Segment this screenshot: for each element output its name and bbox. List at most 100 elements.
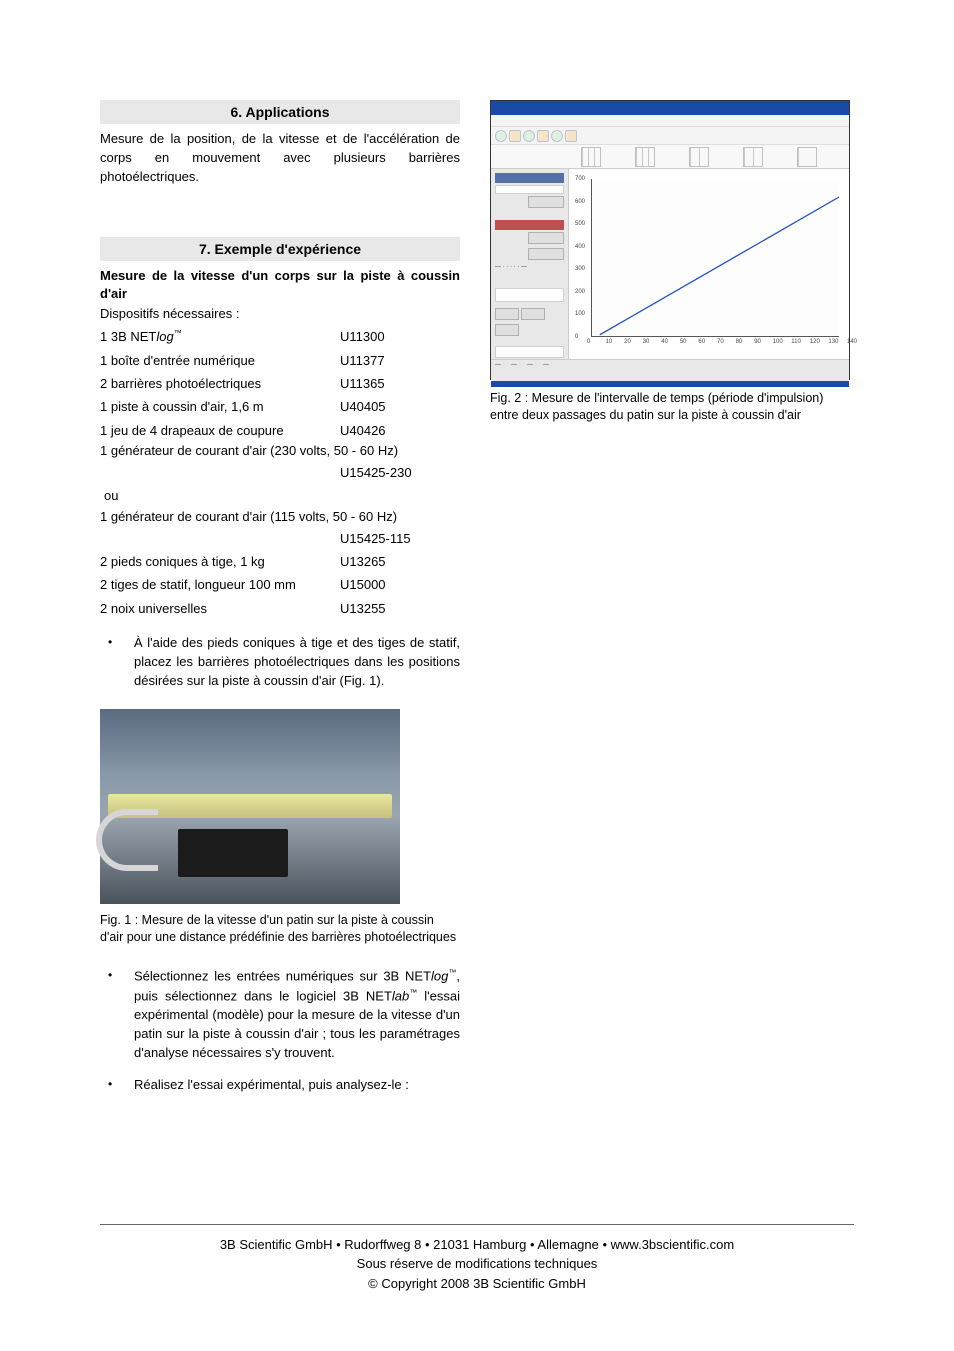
figure-1-photo (100, 709, 400, 904)
x-tick-label: 20 (624, 339, 631, 345)
equipment-gen115: 1 générateur de courant d'air (115 volts… (100, 508, 460, 527)
toolbar-icon (509, 130, 521, 142)
right-column: — · · · · · — (490, 100, 850, 1095)
bullet-1: • À l'aide des pieds coniques à tige et … (100, 634, 460, 691)
footer-line3: © Copyright 2008 3B Scientific GmbH (100, 1274, 854, 1294)
equipment-gen230: 1 générateur de courant d'air (230 volts… (100, 442, 460, 461)
footer-line2: Sous réserve de modifications techniques (100, 1254, 854, 1274)
two-column-layout: 6. Applications Mesure de la position, d… (100, 100, 854, 1095)
equipment-name: 1 jeu de 4 drapeaux de coupure (100, 419, 340, 442)
scr-titlebar (491, 101, 849, 115)
y-tick-label: 300 (575, 266, 585, 272)
equipment-name: 1 boîte d'entrée numérique (100, 349, 340, 372)
ou-label: ou (104, 484, 460, 507)
equipment-row: 1 3B NETlog™ U11300 (100, 325, 460, 348)
x-tick-label: 10 (606, 339, 613, 345)
chart-line-svg (591, 179, 839, 337)
bottom-bar (491, 381, 849, 387)
bullet-dot-icon: • (100, 634, 134, 691)
bullet-3: • Réalisez l'essai expérimental, puis an… (100, 1076, 460, 1095)
chart-plot-area (591, 179, 839, 337)
equipment-row: 2 tiges de statif, longueur 100 mm U1500… (100, 573, 460, 596)
x-tick-label: 30 (643, 339, 650, 345)
y-tick-label: 400 (575, 244, 585, 250)
section6-heading: 6. Applications (100, 100, 460, 124)
x-tick-label: 50 (680, 339, 687, 345)
x-tick-label: 40 (661, 339, 668, 345)
section7-heading: 7. Exemple d'expérience (100, 237, 460, 261)
y-tick-label: 0 (575, 334, 578, 340)
page-footer: 3B Scientific GmbH • Rudorffweg 8 • 2103… (100, 1224, 854, 1294)
x-tick-label: 0 (587, 339, 590, 345)
figure-2-caption: Fig. 2 : Mesure de l'intervalle de temps… (490, 390, 850, 424)
equipment-name: 2 pieds coniques à tige, 1 kg (100, 550, 340, 573)
x-tick-label: 100 (773, 339, 783, 345)
y-tick-label: 500 (575, 221, 585, 227)
scr-body: — · · · · · — (491, 169, 849, 359)
equipment-row: 2 barrières photoélectriques U11365 (100, 372, 460, 395)
bullet-text: Sélectionnez les entrées numériques sur … (134, 967, 460, 1062)
equipment-code: U13255 (340, 597, 440, 620)
x-tick-label: 60 (698, 339, 705, 345)
dispositifs-label: Dispositifs nécessaires : (100, 306, 460, 321)
y-tick-label: 600 (575, 199, 585, 205)
scr-toolbar (491, 127, 849, 145)
x-tick-label: 70 (717, 339, 724, 345)
bullet-dot-icon: • (100, 967, 134, 1062)
equipment-code: U15000 (340, 573, 440, 596)
section6-text: Mesure de la position, de la vitesse et … (100, 130, 460, 187)
bullet-text: Réalisez l'essai expérimental, puis anal… (134, 1076, 460, 1095)
equipment-row: 2 pieds coniques à tige, 1 kg U13265 (100, 550, 460, 573)
x-tick-label: 110 (791, 339, 801, 345)
scr-chart: 0100200300400500600700010203040506070809… (569, 169, 849, 359)
toolbar-icon (565, 130, 577, 142)
toolbar-icon (523, 130, 535, 142)
footer-cell: — (543, 362, 549, 379)
scr-sidebar: — · · · · · — (491, 169, 569, 359)
toolbar-icon (537, 130, 549, 142)
equipment-code: U13265 (340, 550, 440, 573)
equipment-name: 1 piste à coussin d'air, 1,6 m (100, 395, 340, 418)
bullet-text: À l'aide des pieds coniques à tige et de… (134, 634, 460, 691)
scr-footer: — — — — (491, 359, 849, 381)
equipment-code: U11300 (340, 325, 440, 348)
figure-2-screenshot: — · · · · · — (490, 100, 850, 380)
toolbar2-icon (581, 147, 601, 167)
equipment-gen230-code: U15425-230 (340, 461, 460, 484)
scr-menubar (491, 115, 849, 127)
equipment-name: 2 tiges de statif, longueur 100 mm (100, 573, 340, 596)
bullet-2: • Sélectionnez les entrées numériques su… (100, 967, 460, 1062)
footer-cell: — (527, 362, 533, 379)
bullet-dot-icon: • (100, 1076, 134, 1095)
toolbar-icon (551, 130, 563, 142)
equipment-code: U40426 (340, 419, 440, 442)
toolbar2-icon (635, 147, 655, 167)
toolbar2-icon (797, 147, 817, 167)
footer-line1: 3B Scientific GmbH • Rudorffweg 8 • 2103… (100, 1235, 854, 1255)
x-tick-label: 120 (810, 339, 820, 345)
y-tick-label: 700 (575, 176, 585, 182)
equipment-row: 2 noix universelles U13255 (100, 597, 460, 620)
equipment-row: 1 boîte d'entrée numérique U11377 (100, 349, 460, 372)
experiment-title: Mesure de la vitesse d'un corps sur la p… (100, 267, 460, 305)
equipment-code: U11365 (340, 372, 440, 395)
x-tick-label: 80 (736, 339, 743, 345)
figure-1-caption: Fig. 1 : Mesure de la vitesse d'un patin… (100, 912, 460, 946)
x-tick-label: 90 (754, 339, 761, 345)
toolbar2-icon (743, 147, 763, 167)
equipment-name: 2 noix universelles (100, 597, 340, 620)
equipment-name: 2 barrières photoélectriques (100, 372, 340, 395)
equipment-code: U11377 (340, 349, 440, 372)
footer-cell: — (511, 362, 517, 379)
y-tick-label: 100 (575, 311, 585, 317)
toolbar2-icon (689, 147, 709, 167)
x-tick-label: 140 (847, 339, 857, 345)
equipment-gen115-code: U15425-115 (340, 527, 460, 550)
equipment-name: 1 3B NETlog™ (100, 325, 340, 348)
toolbar-icon (495, 130, 507, 142)
equipment-row: 1 piste à coussin d'air, 1,6 m U40405 (100, 395, 460, 418)
equipment-code: U40405 (340, 395, 440, 418)
left-column: 6. Applications Mesure de la position, d… (100, 100, 460, 1095)
equipment-row: 1 jeu de 4 drapeaux de coupure U40426 (100, 419, 460, 442)
footer-cell: — (495, 362, 501, 379)
